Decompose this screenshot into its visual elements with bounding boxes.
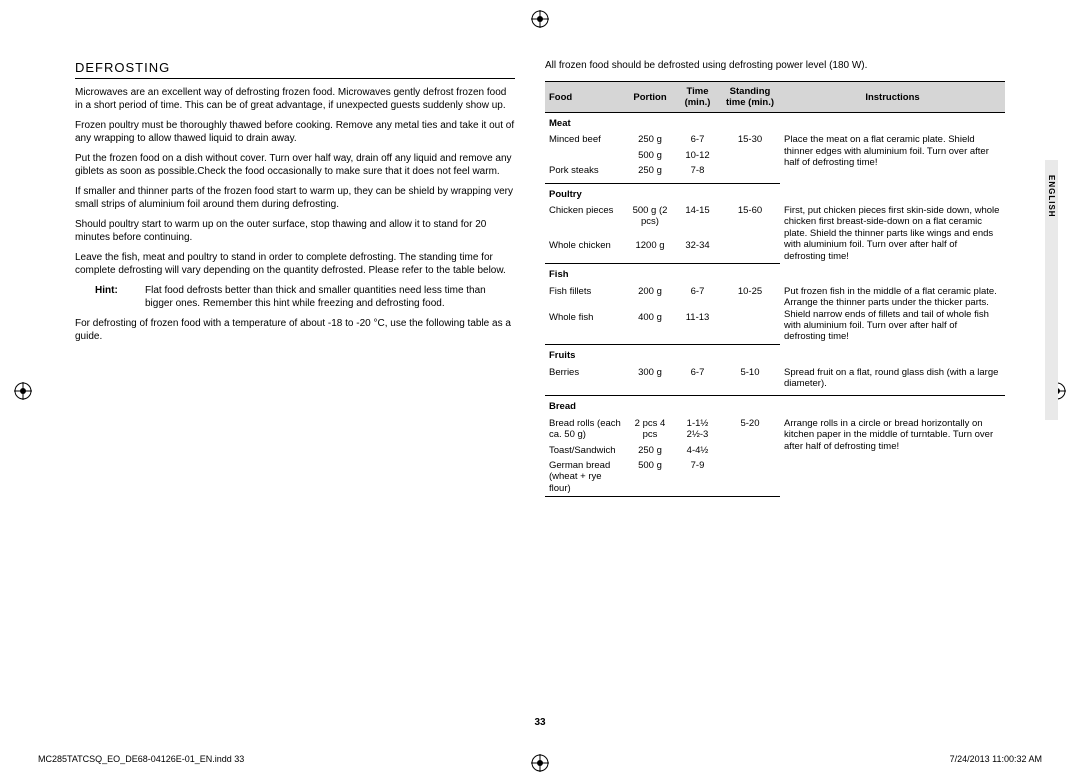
category-label: Fruits — [545, 345, 1005, 365]
cell-time: 6-7 — [675, 132, 720, 147]
table-row: Berries300 g6-75-10Spread fruit on a fla… — [545, 365, 1005, 396]
cell-portion: 250 g — [625, 163, 675, 183]
cell-food: Pork steaks — [545, 163, 625, 183]
cell-portion: 250 g — [625, 443, 675, 458]
hint-text: Flat food defrosts better than thick and… — [145, 285, 515, 310]
cell-food: German bread (wheat + rye flour) — [545, 458, 625, 497]
th-food: Food — [545, 82, 625, 113]
cell-time: 14-15 — [675, 203, 720, 238]
cell-food: Whole fish — [545, 310, 625, 344]
cell-instructions: Spread fruit on a flat, round glass dish… — [780, 365, 1005, 396]
hint-block: Hint: Flat food defrosts better than thi… — [75, 285, 515, 310]
cell-time: 7-9 — [675, 458, 720, 497]
cell-time: 6-7 — [675, 365, 720, 396]
paragraph: Frozen poultry must be thoroughly thawed… — [75, 120, 515, 145]
table-category-row: Bread — [545, 396, 1005, 416]
cell-portion: 300 g — [625, 365, 675, 396]
footer-timestamp: 7/24/2013 11:00:32 AM — [950, 754, 1042, 764]
th-standing: Standing time (min.) — [720, 82, 780, 113]
paragraph: Put the frozen food on a dish without co… — [75, 153, 515, 178]
cell-portion: 250 g — [625, 132, 675, 147]
cell-standing: 15-30 — [720, 132, 780, 147]
table-header-row: Food Portion Time (min.) Standing time (… — [545, 82, 1005, 113]
cell-portion: 1200 g — [625, 238, 675, 264]
defrosting-table: Food Portion Time (min.) Standing time (… — [545, 81, 1005, 497]
cell-portion: 500 g (2 pcs) — [625, 203, 675, 238]
paragraph: For defrosting of frozen food with a tem… — [75, 318, 515, 343]
cell-standing — [720, 458, 780, 497]
table-row: Chicken pieces500 g (2 pcs)14-1515-60Fir… — [545, 203, 1005, 238]
cell-standing: 15-60 — [720, 203, 780, 238]
table-category-row: Fish — [545, 264, 1005, 284]
cell-food: Whole chicken — [545, 238, 625, 264]
table-category-row: Fruits — [545, 345, 1005, 365]
th-time: Time (min.) — [675, 82, 720, 113]
side-tab-label: ENGLISH — [1047, 175, 1056, 218]
left-column: DEFROSTING Microwaves are an excellent w… — [75, 60, 515, 497]
page-content: DEFROSTING Microwaves are an excellent w… — [75, 60, 1005, 497]
cell-portion: 400 g — [625, 310, 675, 344]
cell-standing: 5-20 — [720, 416, 780, 443]
paragraph: If smaller and thinner parts of the froz… — [75, 186, 515, 211]
section-heading: DEFROSTING — [75, 60, 515, 79]
cell-time: 32-34 — [675, 238, 720, 264]
right-intro: All frozen food should be defrosted usin… — [545, 60, 1005, 71]
page-number: 33 — [0, 717, 1080, 728]
cell-standing — [720, 163, 780, 183]
table-category-row: Meat — [545, 113, 1005, 133]
cell-time: 1-1½ 2½-3 — [675, 416, 720, 443]
cell-standing — [720, 443, 780, 458]
table-category-row: Poultry — [545, 183, 1005, 203]
category-label: Fish — [545, 264, 1005, 284]
cell-time: 6-7 — [675, 284, 720, 311]
cell-instructions: Put frozen fish in the middle of a flat … — [780, 284, 1005, 345]
paragraph: Leave the fish, meat and poultry to stan… — [75, 252, 515, 277]
cell-food: Minced beef — [545, 132, 625, 147]
th-instructions: Instructions — [780, 82, 1005, 113]
cell-instructions: Arrange rolls in a circle or bread horiz… — [780, 416, 1005, 497]
cell-instructions: Place the meat on a flat ceramic plate. … — [780, 132, 1005, 183]
cell-food: Chicken pieces — [545, 203, 625, 238]
cell-standing — [720, 148, 780, 163]
cell-time: 11-13 — [675, 310, 720, 344]
hint-label: Hint: — [75, 285, 145, 310]
cell-instructions: First, put chicken pieces first skin-sid… — [780, 203, 1005, 264]
cell-standing — [720, 310, 780, 344]
crop-mark-top — [531, 10, 549, 28]
cell-portion: 2 pcs 4 pcs — [625, 416, 675, 443]
paragraph: Microwaves are an excellent way of defro… — [75, 87, 515, 112]
table-row: Fish fillets200 g6-710-25Put frozen fish… — [545, 284, 1005, 311]
cell-food: Toast/Sandwich — [545, 443, 625, 458]
cell-portion: 500 g — [625, 148, 675, 163]
footer-filename: MC285TATCSQ_EO_DE68-04126E-01_EN.indd 33 — [38, 754, 244, 764]
crop-mark-left — [14, 382, 32, 400]
cell-portion: 200 g — [625, 284, 675, 311]
cell-food: Fish fillets — [545, 284, 625, 311]
category-label: Meat — [545, 113, 1005, 133]
cell-time: 7-8 — [675, 163, 720, 183]
cell-standing — [720, 238, 780, 264]
table-row: Bread rolls (each ca. 50 g)2 pcs 4 pcs1-… — [545, 416, 1005, 443]
crop-mark-bottom — [531, 754, 549, 772]
cell-standing: 5-10 — [720, 365, 780, 396]
right-column: All frozen food should be defrosted usin… — [545, 60, 1005, 497]
table-row: Minced beef250 g6-715-30Place the meat o… — [545, 132, 1005, 147]
cell-standing: 10-25 — [720, 284, 780, 311]
cell-food — [545, 148, 625, 163]
cell-food: Berries — [545, 365, 625, 396]
cell-time: 4-4½ — [675, 443, 720, 458]
cell-time: 10-12 — [675, 148, 720, 163]
cell-portion: 500 g — [625, 458, 675, 497]
th-portion: Portion — [625, 82, 675, 113]
cell-food: Bread rolls (each ca. 50 g) — [545, 416, 625, 443]
category-label: Poultry — [545, 183, 1005, 203]
category-label: Bread — [545, 396, 1005, 416]
paragraph: Should poultry start to warm up on the o… — [75, 219, 515, 244]
